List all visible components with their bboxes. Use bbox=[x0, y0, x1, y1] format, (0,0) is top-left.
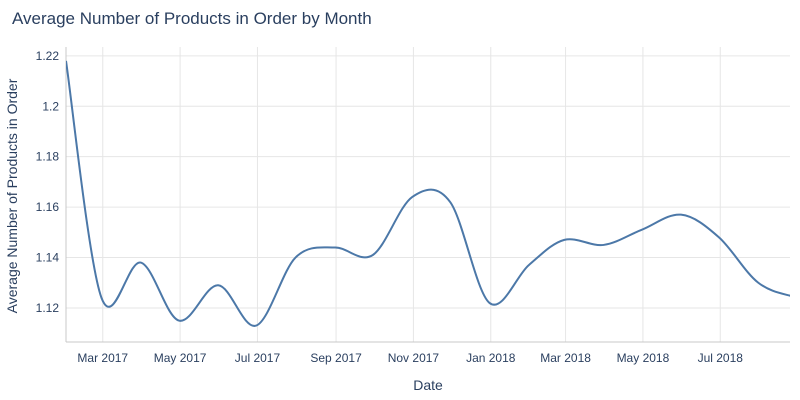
x-tick-label: Jan 2018 bbox=[466, 351, 516, 365]
x-axis-ticks: Mar 2017 May 2017 Jul 2017 Sep 2017 Nov 2017… bbox=[77, 351, 743, 365]
chart-title: Average Number of Products in Order by M… bbox=[12, 9, 372, 28]
x-tick-label: May 2017 bbox=[154, 351, 207, 365]
y-tick-label: 1.22 bbox=[36, 49, 60, 63]
series-line bbox=[66, 60, 790, 327]
y-axis-title: Average Number of Products in Order bbox=[4, 78, 20, 313]
x-tick-label: Jul 2018 bbox=[698, 351, 744, 365]
x-tick-label: Sep 2017 bbox=[310, 351, 362, 365]
y-tick-label: 1.12 bbox=[36, 301, 60, 315]
y-tick-label: 1.14 bbox=[36, 251, 60, 265]
x-tick-label: May 2018 bbox=[617, 351, 670, 365]
y-tick-label: 1.16 bbox=[36, 200, 60, 214]
y-tick-label: 1.18 bbox=[36, 150, 60, 164]
y-tick-label: 1.2 bbox=[42, 99, 59, 113]
grid bbox=[66, 47, 790, 342]
x-tick-label: Jul 2017 bbox=[235, 351, 281, 365]
x-tick-label: Nov 2017 bbox=[388, 351, 440, 365]
x-axis-title: Date bbox=[413, 377, 443, 393]
y-axis-ticks: 1.12 1.14 1.16 1.18 1.2 1.22 bbox=[36, 49, 60, 315]
x-tick-label: Mar 2017 bbox=[77, 351, 128, 365]
x-tick-label: Mar 2018 bbox=[540, 351, 591, 365]
